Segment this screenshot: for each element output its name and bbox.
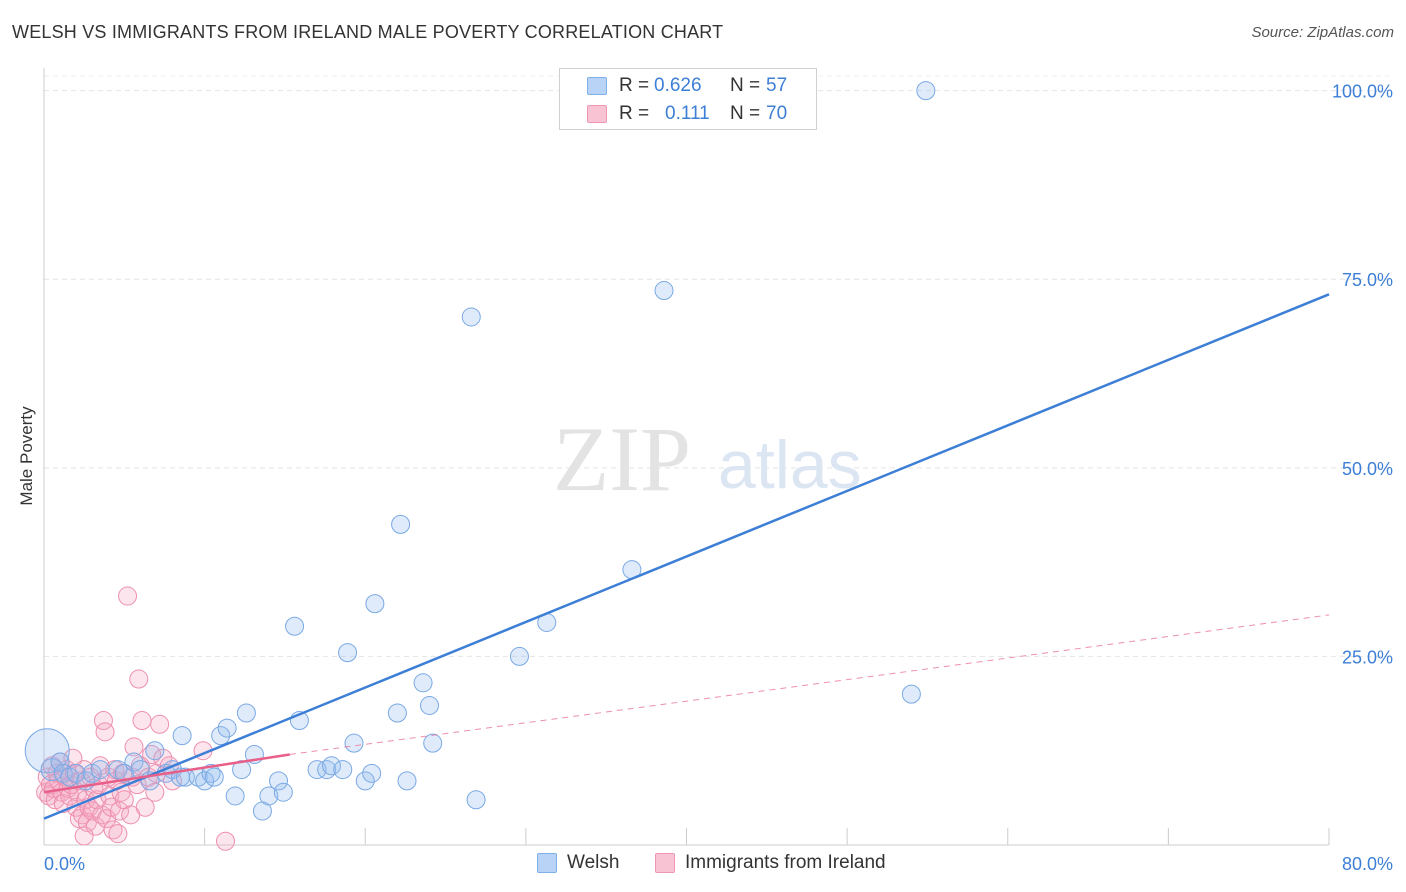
watermark-atlas: atlas: [718, 427, 862, 503]
trend-lines: [43, 293, 1330, 820]
y-tick-label: 75.0%: [1342, 270, 1393, 290]
point-welsh[interactable]: [108, 760, 128, 780]
point-ireland[interactable]: [142, 744, 162, 764]
x-tick-label-min: 0.0%: [44, 854, 85, 874]
legend-swatch-ireland: [655, 853, 675, 873]
watermark-zip: ZIP: [553, 408, 691, 510]
legend-item-welsh[interactable]: Welsh: [537, 852, 619, 874]
tick-labels: 25.0% 50.0% 75.0% 100.0% 0.0% 80.0%: [44, 82, 1393, 874]
point-welsh[interactable]: [344, 733, 364, 753]
point-welsh[interactable]: [420, 695, 439, 715]
stats-legend: R = 0.626 N = 57 R = 0.111 N = 70: [559, 68, 817, 130]
point-ireland[interactable]: [109, 801, 129, 821]
point-welsh[interactable]: [269, 771, 289, 791]
point-welsh[interactable]: [355, 771, 375, 791]
point-welsh[interactable]: [916, 81, 936, 101]
legend-label-ireland: Immigrants from Ireland: [685, 852, 886, 873]
point-ireland[interactable]: [216, 831, 236, 851]
point-ireland[interactable]: [95, 722, 115, 742]
point-ireland[interactable]: [118, 586, 138, 606]
point-welsh[interactable]: [509, 646, 529, 666]
point-ireland[interactable]: [135, 797, 155, 817]
legend-n-label: N =: [730, 75, 761, 96]
point-ireland[interactable]: [74, 826, 94, 846]
x-tick-label-max: 80.0%: [1342, 854, 1393, 874]
point-welsh[interactable]: [172, 726, 192, 746]
point-ireland[interactable]: [132, 711, 152, 731]
trend-line-welsh: [43, 293, 1330, 820]
trend-extension-ireland: [289, 614, 1330, 755]
legend-item-ireland[interactable]: Immigrants from Ireland: [655, 852, 886, 874]
point-welsh[interactable]: [60, 767, 80, 787]
point-ireland[interactable]: [145, 782, 165, 802]
axes: [43, 68, 1329, 846]
y-axis-label: Male Poverty: [17, 406, 36, 506]
legend-n-value: 57: [766, 75, 788, 96]
trend-line-ireland: [43, 753, 290, 794]
point-welsh[interactable]: [204, 767, 224, 787]
point-welsh[interactable]: [273, 782, 293, 802]
point-welsh[interactable]: [201, 763, 221, 783]
point-welsh[interactable]: [387, 703, 407, 723]
point-welsh[interactable]: [145, 741, 165, 761]
point-welsh[interactable]: [307, 760, 327, 780]
point-ireland[interactable]: [129, 669, 149, 689]
legend-r-label: R =: [619, 103, 650, 124]
point-welsh[interactable]: [90, 760, 110, 780]
point-welsh[interactable]: [50, 752, 70, 772]
point-welsh[interactable]: [654, 281, 674, 301]
point-welsh[interactable]: [211, 726, 231, 746]
legend-n-label: N =: [730, 103, 761, 124]
y-tick-label: 25.0%: [1342, 647, 1393, 667]
point-ireland[interactable]: [124, 737, 144, 757]
point-welsh[interactable]: [333, 760, 353, 780]
point-welsh[interactable]: [365, 594, 385, 614]
point-welsh[interactable]: [423, 733, 443, 753]
point-welsh[interactable]: [397, 771, 417, 791]
legend-r-value: 0.626: [654, 75, 702, 96]
legend-swatch-welsh: [537, 853, 557, 873]
point-welsh[interactable]: [24, 728, 70, 774]
point-welsh[interactable]: [466, 790, 486, 810]
chart-title: WELSH VS IMMIGRANTS FROM IRELAND MALE PO…: [12, 22, 724, 42]
point-welsh[interactable]: [66, 763, 86, 783]
y-tick-label: 50.0%: [1342, 459, 1393, 479]
point-welsh[interactable]: [362, 763, 382, 783]
legend-swatch-welsh: [587, 77, 607, 95]
legend-label-welsh: Welsh: [567, 852, 620, 873]
source-label: Source: ZipAtlas.com: [1251, 24, 1394, 41]
legend-swatch-ireland: [587, 105, 607, 123]
legend-r-label: R =: [619, 75, 650, 96]
point-welsh[interactable]: [236, 703, 256, 723]
watermark: ZIP atlas: [553, 408, 862, 510]
point-welsh[interactable]: [285, 616, 305, 636]
point-ireland[interactable]: [63, 748, 83, 768]
data-points: [24, 81, 936, 851]
point-welsh[interactable]: [217, 718, 237, 738]
point-welsh[interactable]: [338, 643, 358, 663]
point-welsh[interactable]: [461, 307, 481, 327]
gridlines: [44, 75, 1392, 845]
point-welsh[interactable]: [413, 673, 433, 693]
point-ireland[interactable]: [108, 824, 128, 844]
point-welsh[interactable]: [124, 752, 144, 772]
point-welsh[interactable]: [901, 684, 921, 704]
point-welsh[interactable]: [322, 756, 342, 776]
legend-n-value: 70: [766, 103, 788, 124]
point-welsh[interactable]: [225, 786, 245, 806]
legend-r-value: 0.111: [665, 103, 710, 124]
point-ireland[interactable]: [150, 714, 170, 734]
point-welsh[interactable]: [259, 786, 279, 806]
point-welsh[interactable]: [391, 514, 411, 534]
point-welsh[interactable]: [195, 771, 215, 791]
y-tick-label: 100.0%: [1332, 82, 1393, 102]
point-welsh[interactable]: [232, 760, 252, 780]
